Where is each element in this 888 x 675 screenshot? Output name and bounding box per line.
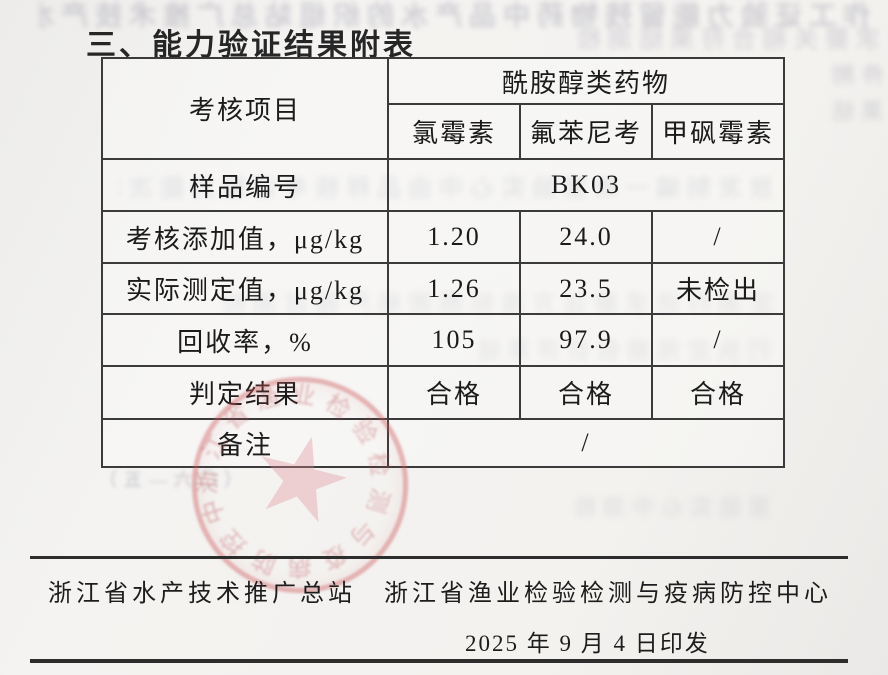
bleed-through-text: 果结 <box>824 99 883 124</box>
cell-value: 24.0 <box>519 210 653 264</box>
row-label: 回收率，% <box>101 313 389 367</box>
table-row-judgement: 判定结果 合格 合格 合格 <box>101 365 785 420</box>
table-row-measured-value: 实际测定值，μg/kg 1.26 23.5 未检出 <box>101 262 785 315</box>
table-row-recovery: 回收率，% 105 97.9 / <box>101 313 785 367</box>
cell-value: 合格 <box>519 365 653 420</box>
section-title: 三、能力验证结果附表 <box>86 29 416 62</box>
footer-rule-bottom <box>30 659 848 663</box>
table-row-sample-id: 样品编号 BK03 <box>101 158 785 212</box>
cell-value: 合格 <box>387 365 521 420</box>
row-label: 备注 <box>101 418 389 468</box>
row-label: 实际测定值，μg/kg <box>101 262 389 315</box>
row-label: 判定结果 <box>101 365 389 420</box>
cell-value: / <box>651 313 785 367</box>
table-row-group-header: 考核项目 酰胺醇类药物 <box>101 57 785 160</box>
row-label: 考核添加值，μg/kg <box>101 210 389 264</box>
cell-value: 97.9 <box>519 313 653 367</box>
column-header-florfenicol: 氟苯尼考 <box>519 103 653 160</box>
sample-id-value: BK03 <box>387 158 785 212</box>
bleed-through-text: 室验实心中测检 <box>566 495 770 520</box>
cell-value: 105 <box>387 313 521 367</box>
cell-value: / <box>651 210 785 264</box>
cell-value: 23.5 <box>519 262 653 315</box>
table-row-drug-names: 氯霉素 氟苯尼考 甲砜霉素 <box>102 103 785 160</box>
corner-header-cell: 考核项目 <box>101 57 389 160</box>
issue-date: 2025 年 9 月 4 日印发 <box>465 631 710 656</box>
drug-class-header-cell: 酰胺醇类药物 <box>387 57 785 105</box>
cell-value: 1.26 <box>387 262 521 315</box>
bleed-through-text: 求要关相合符果结测检 <box>570 27 880 53</box>
bleed-through-text: 件附 <box>824 63 883 88</box>
cell-value: 1.20 <box>387 210 521 264</box>
issuing-organizations: 浙江省水产技术推广总站 浙江省渔业检验检测与疫病防控中心 <box>48 581 832 607</box>
remark-value: / <box>387 418 785 468</box>
table-row-remark: 备注 / <box>101 418 785 468</box>
proficiency-results-table: 考核项目 酰胺醇类药物 氯霉素 氟苯尼考 甲砜霉素 样品编号 BK03 考核添加… <box>101 57 785 468</box>
row-label: 样品编号 <box>101 158 389 212</box>
bleed-through-text: （〇六—五） <box>92 470 242 490</box>
column-header-chloramphenicol: 氯霉素 <box>387 103 521 160</box>
cell-value: 合格 <box>651 365 785 420</box>
column-header-thiamphenicol: 甲砜霉素 <box>651 103 785 160</box>
cell-value: 未检出 <box>651 262 785 315</box>
footer-rule-top <box>30 556 848 559</box>
table-row-added-value: 考核添加值，μg/kg 1.20 24.0 / <box>101 210 785 264</box>
